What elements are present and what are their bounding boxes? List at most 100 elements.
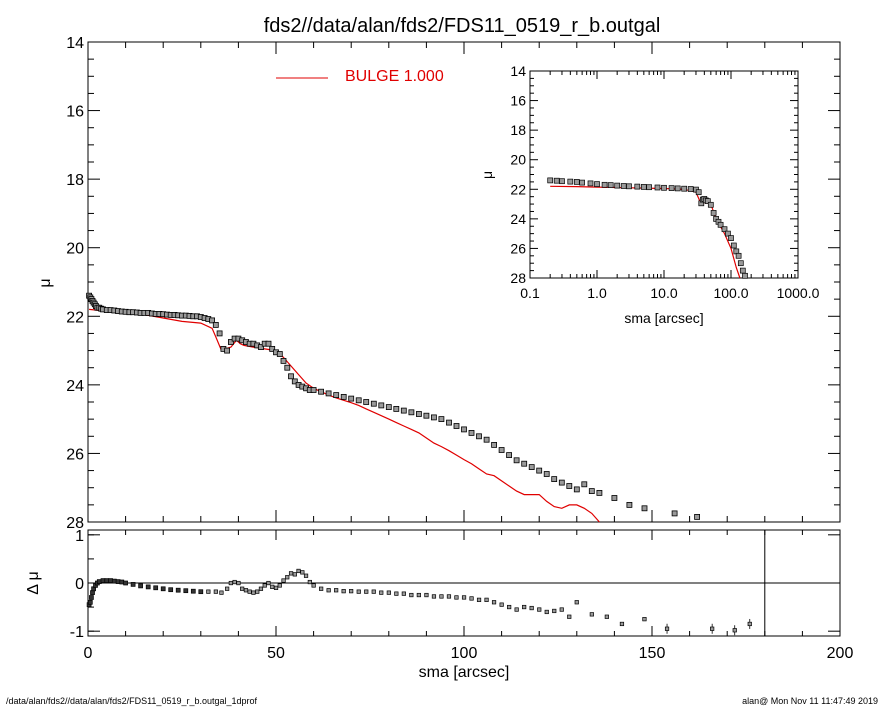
data-point xyxy=(408,409,415,416)
residual-point xyxy=(522,604,527,610)
data-point xyxy=(543,471,550,477)
data-point xyxy=(385,404,392,411)
inset-xtick-label: 0.1 xyxy=(520,285,540,301)
main-ytick-label: 28 xyxy=(66,515,84,532)
xtick-label: 0 xyxy=(84,645,93,662)
residual-point xyxy=(334,588,339,593)
inset-ytick-label: 28 xyxy=(510,270,526,286)
inset-data-point xyxy=(728,235,734,241)
residual-ticks: 10-10 50 100 150 200 xyxy=(70,528,854,662)
residual-point xyxy=(100,578,106,583)
data-point xyxy=(363,399,370,405)
residual-point xyxy=(145,584,151,590)
residual-point xyxy=(371,589,376,594)
residual-point xyxy=(247,589,252,594)
residual-point xyxy=(567,614,572,619)
residual-point xyxy=(559,607,564,612)
main-ytick-label: 26 xyxy=(66,446,84,463)
residual-point xyxy=(130,582,136,587)
residual-point xyxy=(311,583,316,588)
inset-data-point xyxy=(579,179,585,186)
data-point xyxy=(536,467,543,474)
residual-point xyxy=(262,583,267,588)
inset-data-point xyxy=(737,260,744,267)
residual-plot: 10-10 50 100 150 200 Δ μ sma [arcsec] xyxy=(25,528,853,681)
residual-point xyxy=(190,588,196,594)
main-ticks: 14 16 18 20 22 24 26 28 xyxy=(66,35,841,532)
data-point xyxy=(476,433,482,440)
inset-data-point xyxy=(547,177,554,184)
residual-point xyxy=(303,573,309,578)
data-point xyxy=(325,390,332,397)
residual-point xyxy=(225,586,230,591)
residual-point xyxy=(710,626,715,631)
data-point xyxy=(430,414,437,421)
residual-ytick-label: 1 xyxy=(75,528,84,545)
residual-point xyxy=(484,597,489,602)
residual-point xyxy=(87,599,93,605)
residual-point xyxy=(123,580,128,586)
data-point xyxy=(348,395,355,402)
residual-point xyxy=(153,585,159,591)
legend-label: BULGE 1.000 xyxy=(345,68,444,85)
inset-data-point xyxy=(594,181,600,187)
data-point xyxy=(596,489,603,496)
main-plot: 14 16 18 20 22 24 26 28 μ BULGE 1.000 xyxy=(37,35,841,532)
data-point xyxy=(415,411,422,417)
data-point xyxy=(224,347,231,354)
residual-data-series xyxy=(86,568,752,636)
data-point xyxy=(355,397,362,404)
residual-point xyxy=(507,604,512,610)
inset-xtick-label: 1000.0 xyxy=(777,285,820,301)
residual-point xyxy=(747,621,752,627)
inset-data-point xyxy=(567,178,574,185)
inset-xlabel: sma [arcsec] xyxy=(624,310,703,326)
inset-ytick-label: 18 xyxy=(510,122,526,138)
residual-point xyxy=(104,578,110,583)
residual-point xyxy=(439,594,444,599)
data-point xyxy=(566,483,573,489)
xtick-label: 200 xyxy=(827,645,854,662)
inset-ylabel: μ xyxy=(479,171,495,179)
inset-data-point xyxy=(634,183,641,190)
inset-ytick-label: 14 xyxy=(510,63,526,79)
residual-point xyxy=(277,583,282,588)
inset-ticks: 14 16 18 20 22 24 26 280.1 1.0 10.0 100.0 1000.0 xyxy=(510,63,819,301)
residual-point xyxy=(90,590,95,595)
residual-point xyxy=(491,600,497,605)
data-point xyxy=(438,416,445,423)
inset-data-point xyxy=(587,180,594,187)
inset-ytick-label: 26 xyxy=(510,240,526,256)
data-point xyxy=(671,510,678,517)
inset-data-point xyxy=(640,184,647,190)
data-point xyxy=(446,419,452,426)
data-point xyxy=(340,393,347,400)
data-point xyxy=(318,388,325,395)
inset-data-point xyxy=(601,181,608,188)
residual-point xyxy=(228,580,233,586)
residual-point xyxy=(341,589,346,594)
inset-plot-background xyxy=(530,71,798,278)
data-point xyxy=(291,378,298,385)
inset-data-point xyxy=(707,201,714,208)
data-point xyxy=(333,392,340,399)
inset-data-point xyxy=(654,184,661,191)
residual-point xyxy=(394,591,399,596)
data-point xyxy=(558,479,565,486)
data-point xyxy=(521,460,528,467)
inset-data-point xyxy=(607,182,614,188)
inset-data-point xyxy=(742,272,748,279)
residual-point xyxy=(270,584,275,589)
residual-point xyxy=(243,588,249,593)
residual-point xyxy=(232,579,237,585)
data-point xyxy=(498,447,505,453)
main-ytick-label: 14 xyxy=(66,35,84,52)
main-data-series xyxy=(86,292,700,520)
data-point xyxy=(528,464,535,471)
data-point xyxy=(694,514,700,520)
data-point xyxy=(626,501,633,508)
inset-data-point xyxy=(626,183,632,190)
data-point xyxy=(491,441,498,448)
residual-point xyxy=(198,589,204,595)
